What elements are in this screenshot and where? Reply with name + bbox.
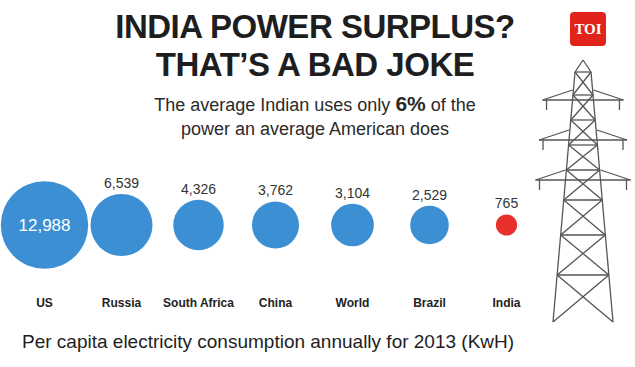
svg-text:3,762: 3,762 [258, 182, 293, 198]
svg-text:South Africa: South Africa [163, 296, 234, 310]
svg-text:World: World [336, 296, 370, 310]
svg-text:Brazil: Brazil [413, 296, 446, 310]
html-text:INDIA POWER SURPLUS? THAT’S A: INDIA POWER SURPLUS? THAT’S A BAD JOKE [115, 8, 515, 83]
svg-text:US: US [36, 296, 53, 310]
html-text:TOI: TOI [574, 21, 602, 37]
html-text:Per capita electricity consump: Per capita electricity consumption annua… [22, 331, 515, 352]
svg-text:6,539: 6,539 [104, 175, 139, 191]
html-text:The average Indian uses only 6: The average Indian uses only 6% of the p… [154, 92, 476, 139]
svg-text:India: India [492, 296, 520, 310]
svg-text:765: 765 [495, 195, 519, 211]
svg-text:4,326: 4,326 [181, 181, 216, 197]
svg-text:China: China [259, 296, 293, 310]
svg-text:Russia: Russia [102, 296, 142, 310]
svg-text:12,988: 12,988 [19, 216, 71, 235]
svg-text:3,104: 3,104 [335, 185, 370, 201]
svg-text:2,529: 2,529 [412, 187, 447, 203]
